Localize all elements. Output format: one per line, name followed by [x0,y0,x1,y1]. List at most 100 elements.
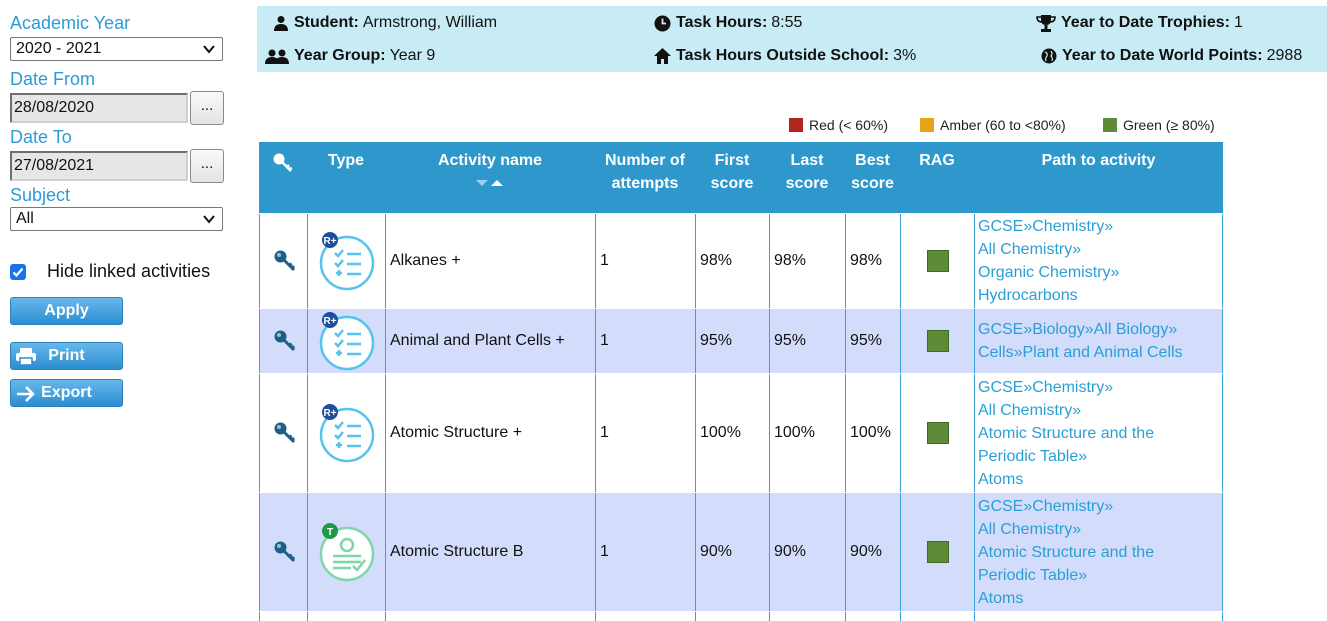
activity-name-cell-text[interactable]: Animal and Plant Cells + [390,332,565,349]
column-divider [1222,214,1223,308]
table-row[interactable]: T Atomic Structure B 1 90% 90% 90% GCSE»Chemis… [259,492,1223,611]
path-link[interactable]: Organic Chemistry» [978,264,1120,281]
path-link[interactable]: Hydrocarbons [978,287,1078,304]
attempts-cell-text: 1 [600,543,609,560]
activity-table: Type Activity name Number of attempts Fi… [259,142,1223,621]
table-row[interactable]: R+ Alkanes + 1 98% 98% 98% GCSE»Chemistry» All … [259,213,1223,308]
printer-icon [16,348,36,366]
path-header-label: Path to activity [1041,152,1156,169]
column-divider [385,309,386,373]
trophies-value: 1 [1233,14,1243,31]
student-label: Student: [294,14,359,31]
globe-icon [1041,48,1057,64]
last-header-line2: score [785,175,829,192]
path-link[interactable]: Atoms [978,470,1024,488]
first-score-column-header[interactable]: First score [695,142,769,213]
column-divider [307,612,308,621]
path-cell: GCSE»Biology»All Biology» Cells»Plant and… [975,309,1222,373]
export-button[interactable]: Export [10,379,123,407]
date-from-picker-button[interactable]: ... [190,91,224,125]
sort-arrows-icon[interactable] [475,176,505,188]
key-cell[interactable] [263,214,307,308]
activity-name-column-header[interactable]: Activity name [385,142,595,213]
last-score-column-header[interactable]: Last score [769,142,845,213]
date-to-picker-button[interactable]: ... [190,149,224,183]
path-column-header[interactable]: Path to activity [974,142,1223,213]
activity-name-cell[interactable]: Animal and Plant Cells + [386,309,595,373]
last-score-cell: 98% [770,214,845,308]
student-info: Student: Armstrong, William [273,14,497,32]
path-link[interactable]: GCSE»Chemistry» [978,497,1114,515]
path-link[interactable]: All Chemistry» [978,241,1082,258]
clock-icon [654,15,671,32]
path-link[interactable]: All Chemistry» [978,401,1082,419]
column-divider [974,214,975,308]
column-divider [595,493,596,611]
date-to-input[interactable]: 27/08/2021 [10,151,188,181]
key-cell[interactable] [263,374,307,492]
activity-name-cell[interactable]: Atomic Structure B [386,493,595,611]
print-button[interactable]: Print [10,342,123,370]
activity-name-cell-text[interactable]: Atomic Structure + [390,424,523,441]
subject-label: Subject [10,185,71,205]
task-hours-outside-value: 3% [893,47,917,64]
path-link[interactable]: GCSE»Chemistry» [978,378,1114,396]
column-divider [307,374,308,492]
test-sign-icon: T [319,523,374,582]
best-score-cell-text: 95% [850,332,883,349]
rag-cell [901,374,974,492]
type-column-header[interactable]: Type [307,142,385,213]
world-points-info: Year to Date World Points: 2988 [1041,47,1302,65]
hide-linked-checkbox[interactable] [10,263,26,280]
rag-indicator-green [926,541,949,563]
date-from-label: Date From [10,69,96,89]
activity-name-cell-text[interactable]: Atomic Structure B [390,543,524,560]
attempts-cell: 1 [596,374,695,492]
legend-swatch-red [789,118,803,132]
first-score-cell-text: 95% [700,332,733,349]
table-row[interactable]: R+ Animal and Plant Cells + 1 95% 95% 95% GCSE… [259,308,1223,373]
attempts-cell-text: 1 [600,332,609,349]
apply-button[interactable]: Apply [10,297,123,325]
key-icon[interactable] [273,329,297,353]
column-divider [595,612,596,621]
column-divider [385,612,386,621]
path-link[interactable]: GCSE»Chemistry» [978,218,1114,235]
path-link[interactable]: Atomic Structure and the [978,543,1155,561]
attempts-column-header[interactable]: Number of attempts [595,142,695,213]
path-link[interactable]: Atoms [978,589,1024,607]
date-from-input[interactable]: 28/08/2020 [10,93,188,123]
table-row[interactable]: R+ Atomic Structure + 1 100% 100% 100% GCSE»Ch… [259,373,1223,492]
path-link[interactable]: Atomic Structure and the [978,424,1155,442]
legend-label-red: Red (< 60%) [809,117,888,133]
legend-swatch-green [1103,118,1117,132]
first-header-line2: score [710,175,754,192]
column-divider [385,493,386,611]
activity-name-cell-text[interactable]: Alkanes + [390,252,461,269]
academic-year-select[interactable]: 2020 - 2021 [10,37,223,61]
column-divider [845,309,846,373]
activity-name-cell[interactable]: Alkanes + [386,214,595,308]
column-divider [695,374,696,492]
path-link[interactable]: Periodic Table» [978,566,1088,584]
apply-button-label: Apply [44,302,89,319]
subject-select[interactable]: All [10,207,223,231]
path-link[interactable]: GCSE»Biology»All Biology» [978,321,1178,338]
rag-indicator-green [926,422,949,444]
key-icon[interactable] [273,540,297,564]
path-link[interactable]: Cells»Plant and Animal Cells [978,344,1183,361]
best-score-cell: 100% [846,374,900,492]
key-cell[interactable] [263,309,307,373]
rag-column-header[interactable]: RAG [900,142,974,213]
path-link[interactable]: All Chemistry» [978,520,1082,538]
export-button-label: Export [41,384,92,401]
key-icon[interactable] [273,421,297,445]
path-link[interactable]: Periodic Table» [978,447,1088,465]
year-group-info: Year Group: Year 9 [265,47,435,65]
column-divider [974,374,975,492]
activity-name-cell[interactable]: Atomic Structure + [386,374,595,492]
key-cell[interactable] [263,493,307,611]
key-icon[interactable] [273,249,297,273]
best-score-column-header[interactable]: Best score [845,142,900,213]
last-score-cell: 95% [770,309,845,373]
